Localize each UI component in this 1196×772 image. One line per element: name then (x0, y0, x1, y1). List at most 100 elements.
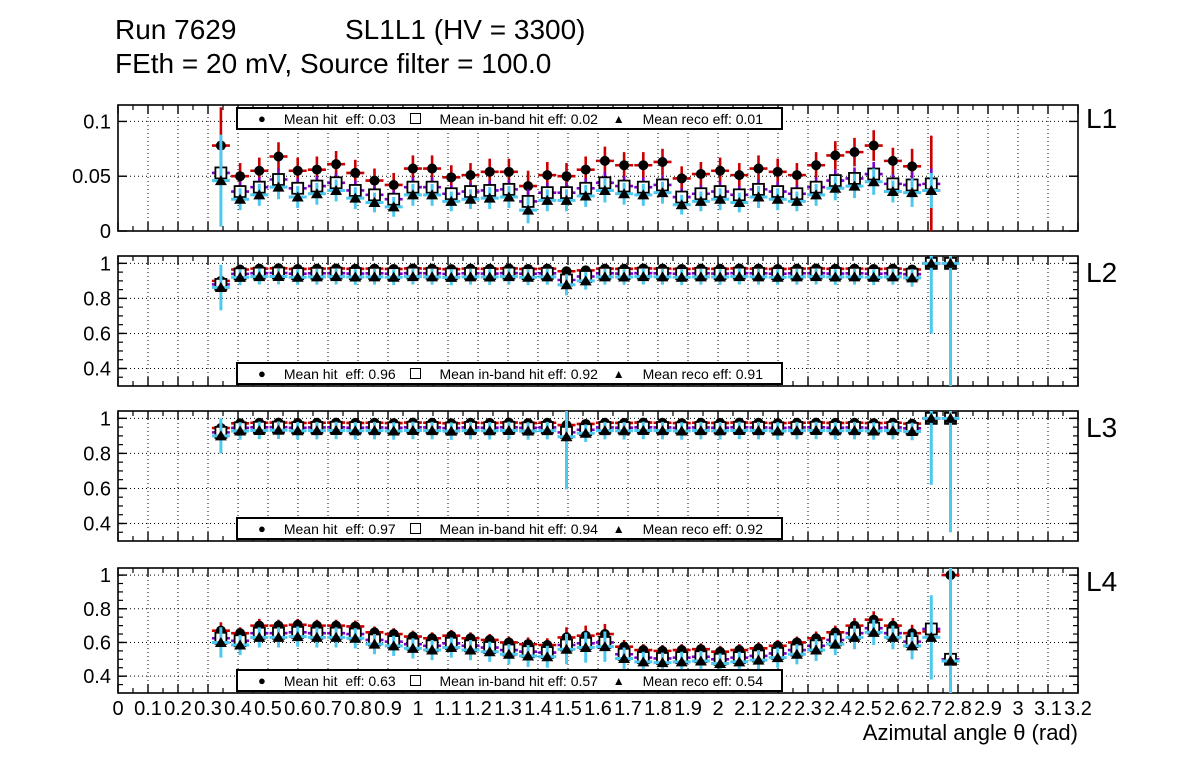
data-point-circle (484, 166, 495, 177)
svg-text:1.1: 1.1 (434, 698, 462, 720)
data-point-circle (311, 164, 322, 175)
data-point-triangle (234, 271, 247, 282)
data-point-triangle (598, 184, 611, 195)
legend-L2: ● Mean hit eff: 0.96 Mean in-band hit eff… (236, 362, 783, 385)
data-point-triangle (906, 272, 919, 283)
data-point-circle (273, 151, 284, 162)
data-point-circle (292, 165, 303, 176)
data-point-triangle (656, 657, 669, 668)
data-point-triangle (944, 655, 957, 666)
filled-circle-marker-icon: ● (258, 111, 266, 126)
svg-text:1: 1 (100, 565, 111, 587)
data-point-triangle (810, 189, 823, 200)
y-tick-labels: 0.4 0.6 0.8 1 (83, 408, 111, 535)
data-point-triangle (714, 271, 727, 282)
svg-text:0.4: 0.4 (224, 698, 252, 720)
data-point-triangle (214, 430, 227, 441)
data-point-triangle (675, 199, 688, 210)
svg-text:2.7: 2.7 (914, 698, 942, 720)
svg-text:0.6: 0.6 (83, 632, 111, 654)
svg-text:0.6: 0.6 (83, 323, 111, 345)
filled-triangle-marker-icon: ▲ (612, 521, 625, 536)
data-point-circle (331, 159, 342, 170)
data-point-circle (254, 165, 265, 176)
data-point-triangle (368, 638, 381, 649)
legend-item-inband: Mean in-band hit eff: 0.92 (404, 366, 598, 382)
svg-text:2.2: 2.2 (764, 698, 792, 720)
data-point-triangle (464, 644, 477, 655)
svg-text:0.6: 0.6 (284, 698, 312, 720)
data-point-triangle (368, 197, 381, 208)
series-reco (211, 134, 941, 227)
data-point-triangle (752, 654, 765, 665)
filled-circle-marker-icon: ● (258, 673, 266, 688)
data-point-triangle (541, 194, 554, 205)
data-point-triangle (848, 271, 861, 282)
legend-item-inband: Mean in-band hit eff: 0.94 (404, 521, 598, 537)
svg-text:0.8: 0.8 (83, 599, 111, 621)
data-point-triangle (522, 204, 535, 215)
data-point-triangle (310, 271, 323, 282)
data-point-triangle (579, 190, 592, 201)
data-point-triangle (944, 257, 957, 268)
data-point-triangle (867, 626, 880, 637)
y-tick-labels: 0.4 0.6 0.8 1 (83, 565, 111, 688)
data-point-triangle (522, 271, 535, 282)
data-point-triangle (272, 181, 285, 192)
legend-L1: ● Mean hit eff: 0.03 Mean in-band hit eff… (236, 107, 783, 130)
data-point-triangle (675, 425, 688, 436)
data-point-triangle (906, 187, 919, 198)
legend-label: Mean hit eff: 0.63 (283, 672, 396, 689)
data-point-circle (887, 155, 898, 166)
legend-item-reco: ▲ Mean reco eff: 0.92 (607, 521, 763, 537)
svg-text:2.9: 2.9 (974, 698, 1002, 720)
data-point-triangle (714, 193, 727, 204)
data-point-triangle (752, 271, 765, 282)
open-square-marker-icon (410, 675, 422, 686)
data-point-triangle (214, 175, 227, 186)
data-point-triangle (426, 425, 439, 436)
data-point-circle (599, 155, 610, 166)
svg-text:1: 1 (100, 408, 111, 430)
data-point-triangle (253, 189, 266, 200)
data-point-triangle (790, 271, 803, 282)
data-point-triangle (426, 271, 439, 282)
data-point-triangle (483, 425, 496, 436)
data-point-triangle (426, 644, 439, 655)
data-point-circle (407, 163, 418, 174)
data-point-triangle (310, 631, 323, 642)
legend-item-hit: ● Mean hit eff: 0.97 (252, 521, 396, 537)
svg-text:2.3: 2.3 (794, 698, 822, 720)
data-point-triangle (560, 643, 573, 654)
svg-text:1.6: 1.6 (584, 698, 612, 720)
y-tick-labels: 0.4 0.6 0.8 1 (83, 253, 111, 380)
data-point-triangle (810, 644, 823, 655)
data-point-triangle (330, 424, 343, 435)
svg-text:0.3: 0.3 (194, 698, 222, 720)
data-point-circle (657, 156, 668, 167)
data-point-triangle (483, 192, 496, 203)
data-point-triangle (445, 642, 458, 653)
data-point-triangle (272, 424, 285, 435)
data-point-triangle (771, 425, 784, 436)
data-point-triangle (387, 640, 400, 651)
data-point-triangle (464, 271, 477, 282)
data-point-triangle (445, 425, 458, 436)
data-point-triangle (637, 189, 650, 200)
data-point-triangle (426, 189, 439, 200)
data-point-triangle (253, 424, 266, 435)
data-point-triangle (445, 271, 458, 282)
data-point-triangle (733, 197, 746, 208)
series-reco (211, 568, 960, 693)
data-point-triangle (733, 271, 746, 282)
svg-text:0.8: 0.8 (83, 288, 111, 310)
legend-item-reco: ▲ Mean reco eff: 0.01 (607, 111, 763, 127)
filled-triangle-marker-icon: ▲ (612, 673, 625, 688)
data-point-circle (772, 166, 783, 177)
data-point-triangle (291, 425, 304, 436)
legend-label: Mean reco eff: 0.54 (642, 672, 763, 689)
svg-text:2.8: 2.8 (944, 698, 972, 720)
title-chamber: SL1L1 (HV = 3300) (345, 14, 586, 45)
data-point-triangle (848, 425, 861, 436)
data-point-triangle (214, 282, 227, 293)
